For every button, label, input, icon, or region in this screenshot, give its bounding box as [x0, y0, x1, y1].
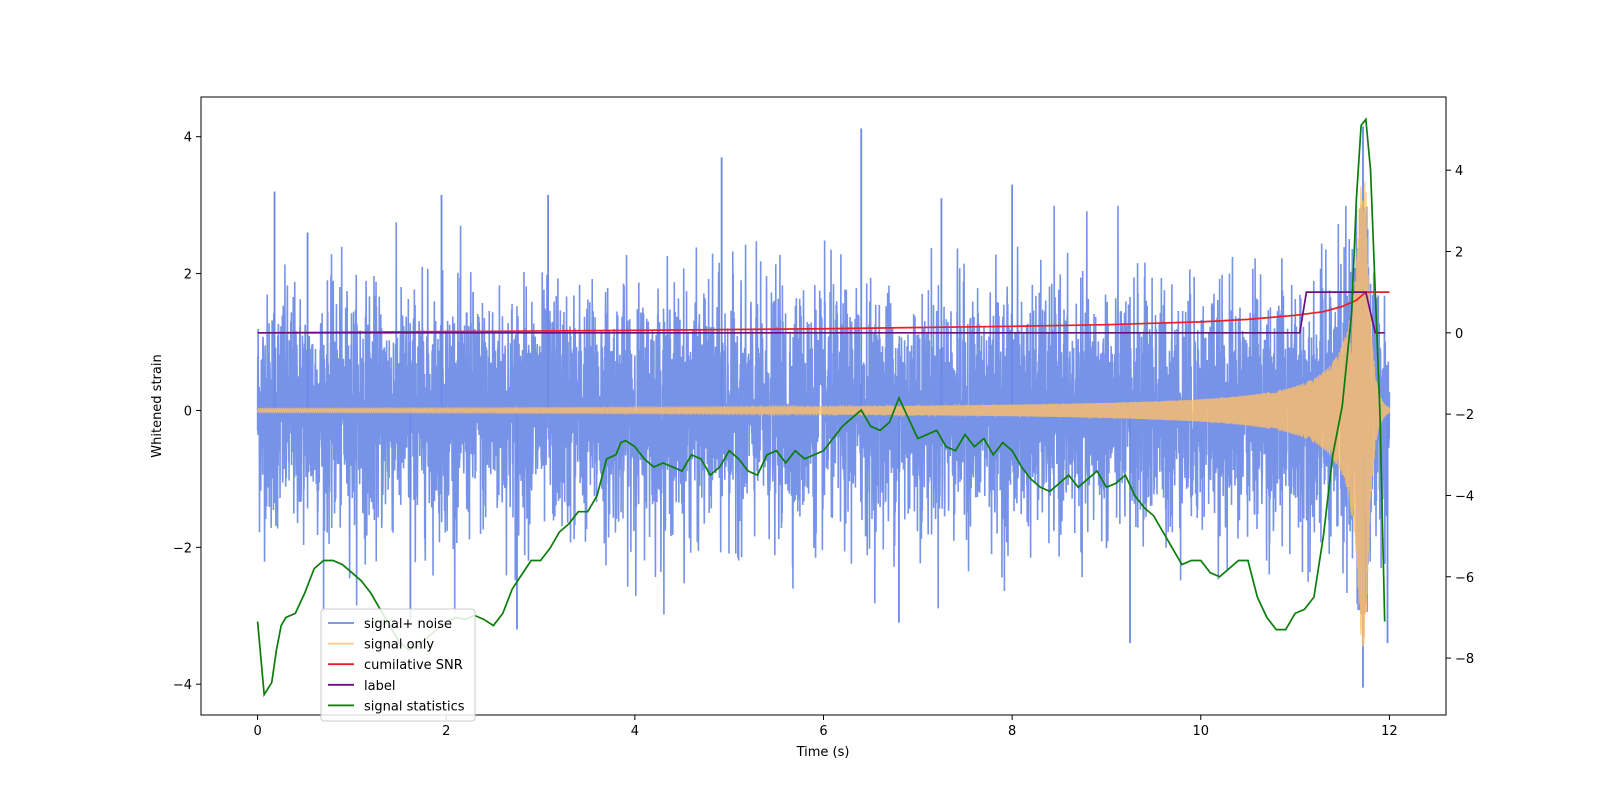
y2-tick-label: −4 — [1455, 489, 1474, 504]
legend-label: signal+ noise — [364, 617, 452, 632]
x-tick-label: 10 — [1192, 724, 1209, 739]
y-tick-label: 0 — [184, 404, 192, 419]
y2-tick-label: 4 — [1455, 164, 1463, 179]
plot-area — [256, 117, 1391, 698]
legend-label: cumilative SNR — [364, 658, 463, 673]
y2-tick-label: −6 — [1455, 571, 1474, 586]
y-tick-label: −2 — [173, 541, 192, 556]
series-cumilative-snr — [257, 291, 1390, 334]
y-axis-label: Whitened strain — [150, 354, 165, 457]
y2-tick-label: −2 — [1455, 408, 1474, 423]
legend-label: signal statistics — [364, 699, 465, 714]
series-signal-noise — [256, 204, 1391, 615]
y-tick-label: −4 — [173, 678, 192, 693]
y-tick-label: 2 — [184, 268, 192, 283]
x-tick-label: 0 — [253, 724, 261, 739]
y-axis-right: −8 −6 −4 −2 0 2 4 — [1446, 164, 1474, 667]
y2-tick-label: −8 — [1455, 652, 1474, 667]
x-tick-label: 2 — [442, 724, 450, 739]
x-tick-label: 12 — [1381, 724, 1398, 739]
y-tick-label: 4 — [184, 131, 192, 146]
legend: signal+ noise signal only cumilative SNR la… — [320, 608, 476, 722]
x-tick-label: 4 — [631, 724, 639, 739]
y2-tick-label: 2 — [1455, 246, 1463, 261]
x-axis: 0 2 4 6 8 10 12 — [253, 715, 1398, 739]
legend-box — [320, 608, 476, 722]
y2-tick-label: 0 — [1455, 327, 1463, 342]
y-axis-left: −4 −2 0 2 4 — [173, 131, 201, 693]
legend-label: signal only — [364, 638, 434, 653]
x-axis-label: Time (s) — [796, 745, 850, 760]
legend-label: label — [364, 679, 395, 694]
x-tick-label: 6 — [819, 724, 827, 739]
x-tick-label: 8 — [1008, 724, 1016, 739]
series-signal-only — [257, 181, 1391, 647]
